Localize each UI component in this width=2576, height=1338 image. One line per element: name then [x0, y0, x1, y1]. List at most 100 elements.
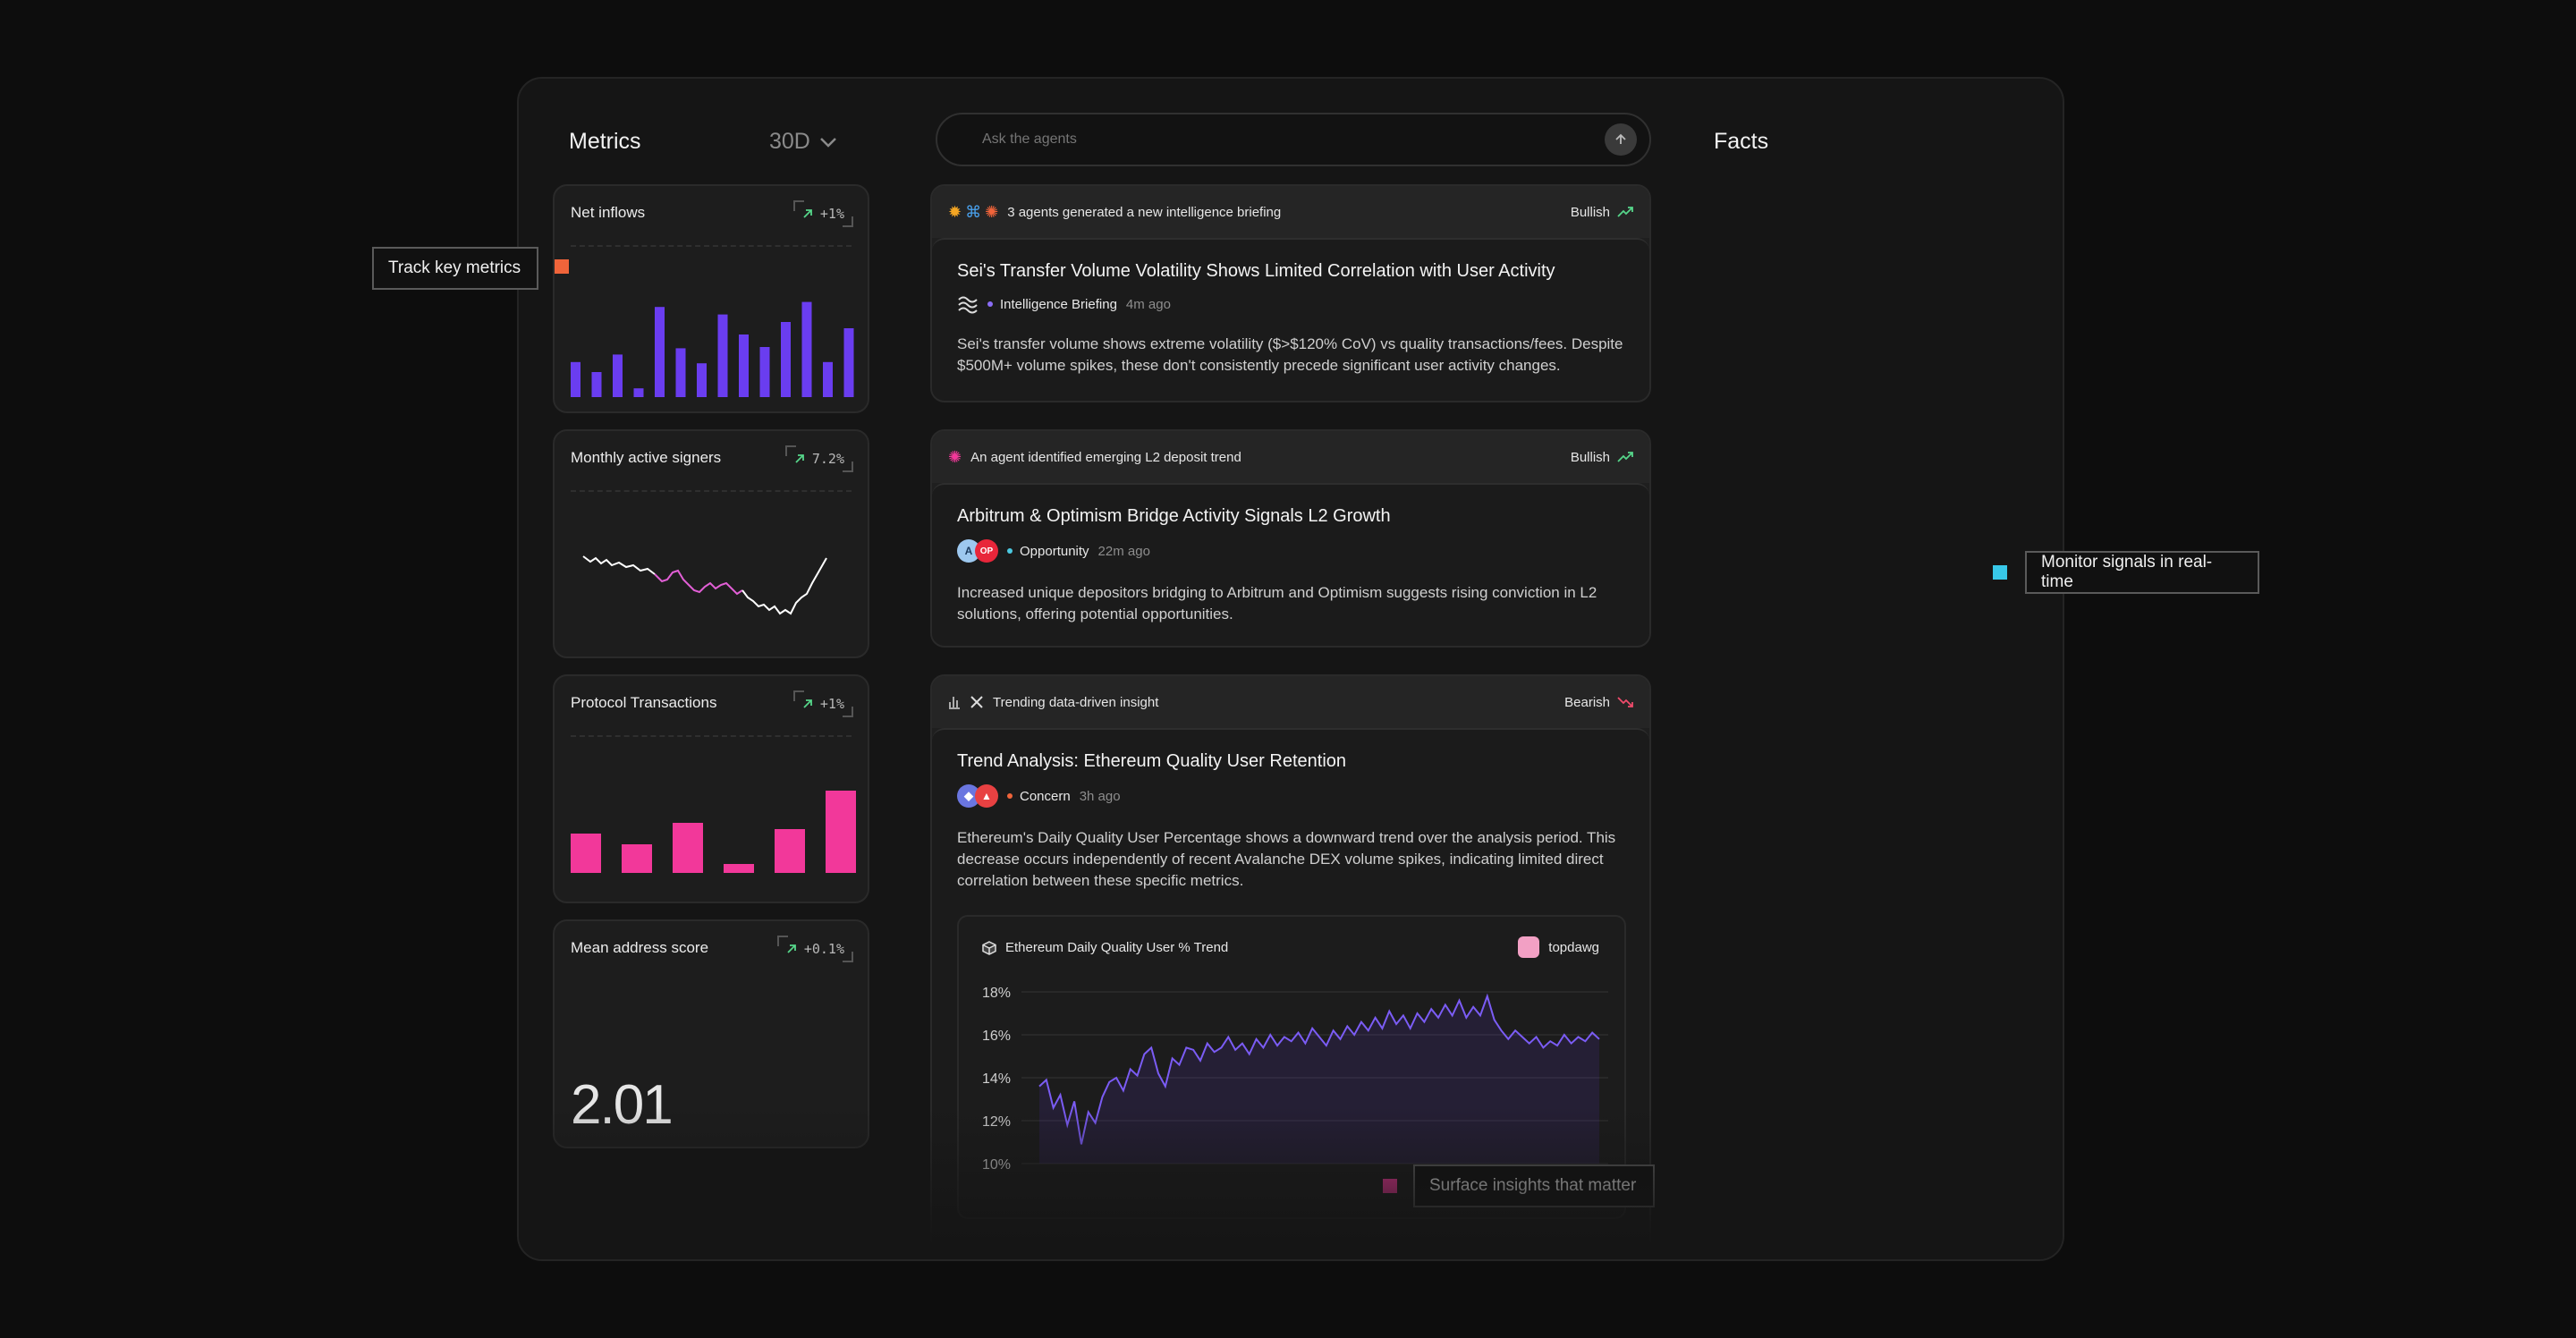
feed-card-body: Sei's Transfer Volume Volatility Shows L…: [932, 238, 1649, 401]
feed-header-text: 3 agents generated a new intelligence br…: [1007, 204, 1282, 220]
inflow-bar: [591, 372, 602, 397]
metric-title: Protocol Transactions: [571, 694, 717, 711]
inflow-bar: [739, 334, 749, 397]
trend-up-icon: [787, 944, 796, 953]
feed-text: Increased unique depositors bridging to …: [957, 584, 1597, 622]
tx-bar: [673, 823, 703, 873]
chain-logos: A OP: [957, 539, 998, 563]
inflow-bar: [781, 322, 791, 397]
feed-time: 22m ago: [1097, 543, 1150, 559]
metrics-title: Metrics: [569, 129, 641, 154]
chart-header: Ethereum Daily Quality User % Trend: [982, 940, 1228, 955]
chevron-down-icon: [819, 137, 836, 148]
feed-card-header: ✺ An agent identified emerging L2 deposi…: [932, 431, 1649, 483]
avatar: [1518, 936, 1540, 958]
feed-card[interactable]: ✺ An agent identified emerging L2 deposi…: [930, 429, 1651, 648]
net-inflows-bar-chart: [571, 301, 854, 397]
inflow-bar: [823, 361, 833, 397]
sentiment-label: Bearish: [1564, 694, 1610, 710]
inflow-bar: [613, 354, 623, 397]
orange-marker: [555, 259, 569, 274]
tx-bar: [622, 844, 652, 873]
optimism-icon: OP: [975, 539, 998, 563]
tx-bar: [775, 829, 805, 873]
trend-up-icon: [795, 454, 804, 463]
ask-agents-search[interactable]: [936, 113, 1651, 166]
metric-card-protocol-transactions[interactable]: Protocol Transactions +1%: [553, 674, 869, 903]
tag-dot: [1007, 793, 1013, 799]
sei-logo-icon: [958, 296, 978, 314]
cyan-marker: [1993, 565, 2007, 580]
send-button[interactable]: [1605, 123, 1637, 156]
inflow-bar: [633, 388, 644, 397]
metric-title: Mean address score: [571, 939, 709, 956]
y-tick-label: 14%: [982, 1071, 1011, 1087]
inflow-bar: [759, 347, 770, 397]
change-value: +0.1%: [803, 941, 844, 957]
tx-bar: [826, 791, 856, 873]
tx-bar: [571, 834, 601, 873]
divider: [571, 245, 852, 247]
divider: [571, 490, 852, 492]
feed-header-text: Trending data-driven insight: [993, 694, 1159, 710]
feed-time: 4m ago: [1125, 296, 1171, 312]
search-input[interactable]: [980, 131, 1605, 148]
trend-up-icon: [1617, 452, 1633, 462]
callout-track-metrics: Track key metrics: [372, 247, 538, 290]
sentiment-label: Bullish: [1570, 204, 1610, 220]
feed-meta: A OP Opportunity 22m ago: [957, 539, 1624, 563]
inflow-bar: [843, 328, 854, 397]
tag-label: Intelligence Briefing: [1000, 296, 1117, 312]
metric-card-mean-address-score[interactable]: Mean address score +0.1% 2.01: [553, 919, 869, 1148]
feed-text: Sei's transfer volume shows extreme vola…: [957, 335, 1623, 374]
change-chip: +0.1%: [776, 936, 854, 962]
inflow-bar: [697, 363, 707, 397]
signers-sparkline: [582, 555, 827, 615]
series-area: [1039, 995, 1599, 1164]
feed-card[interactable]: ✹ ⌘ ✺ 3 agents generated a new intellige…: [930, 184, 1651, 402]
agent-sun-icon: ✹: [948, 202, 962, 221]
inflow-bar: [675, 348, 686, 397]
change-chip: +1%: [792, 690, 854, 717]
tx-bar: [724, 864, 754, 873]
feed-title[interactable]: Trend Analysis: Ethereum Quality User Re…: [957, 751, 1347, 771]
metric-card-net-inflows[interactable]: Net inflows +1%: [553, 184, 869, 413]
trend-down-icon: [1617, 697, 1633, 707]
feed-time: 3h ago: [1079, 788, 1121, 804]
chain-logos: ◆ ▲: [957, 784, 998, 808]
metric-title: Monthly active signers: [571, 449, 722, 466]
period-selector[interactable]: 30D: [769, 129, 837, 155]
pink-marker: [1383, 1179, 1397, 1193]
score-value: 2.01: [571, 1074, 674, 1136]
dashboard-frame: Metrics 30D Net inflows +1% Monthly acti…: [517, 77, 2064, 1261]
y-tick-label: 10%: [982, 1157, 1011, 1173]
callout-surface-insights: Surface insights that matter: [1413, 1164, 1655, 1207]
cube-icon: [982, 940, 996, 955]
y-tick-label: 16%: [982, 1029, 1011, 1044]
period-value: 30D: [769, 129, 810, 154]
author-name: topdawg: [1548, 939, 1599, 955]
tag-label: Opportunity: [1020, 543, 1089, 559]
metric-title: Net inflows: [571, 204, 646, 221]
chart-author[interactable]: topdawg: [1518, 936, 1599, 958]
facts-title: Facts: [1714, 129, 1769, 154]
feed-card-header: Trending data-driven insight Bearish: [932, 676, 1649, 728]
feed-title[interactable]: Sei's Transfer Volume Volatility Shows L…: [957, 261, 1555, 281]
protocol-tx-bar-chart: [571, 791, 856, 873]
change-chip: +1%: [792, 200, 854, 227]
metric-card-monthly-active-signers[interactable]: Monthly active signers 7.2%: [553, 429, 869, 658]
feed-header-text: An agent identified emerging L2 deposit …: [970, 449, 1241, 465]
feed-tag: Concern: [1007, 789, 1071, 804]
inflow-bar: [801, 301, 812, 397]
feed-text: Ethereum's Daily Quality User Percentage…: [957, 829, 1616, 889]
change-value: +1%: [819, 696, 844, 712]
chart-title: Ethereum Daily Quality User % Trend: [1005, 940, 1229, 955]
trend-up-icon: [803, 699, 812, 708]
agent-invader-icon: ⌘: [965, 202, 982, 221]
feed-tag: Intelligence Briefing: [987, 297, 1117, 312]
feed-card-body: Arbitrum & Optimism Bridge Activity Sign…: [932, 483, 1649, 646]
feed-meta: Intelligence Briefing 4m ago: [957, 294, 1624, 314]
arrow-up-icon: [1615, 133, 1626, 144]
inflow-bar: [571, 361, 580, 397]
feed-title[interactable]: Arbitrum & Optimism Bridge Activity Sign…: [957, 506, 1391, 526]
